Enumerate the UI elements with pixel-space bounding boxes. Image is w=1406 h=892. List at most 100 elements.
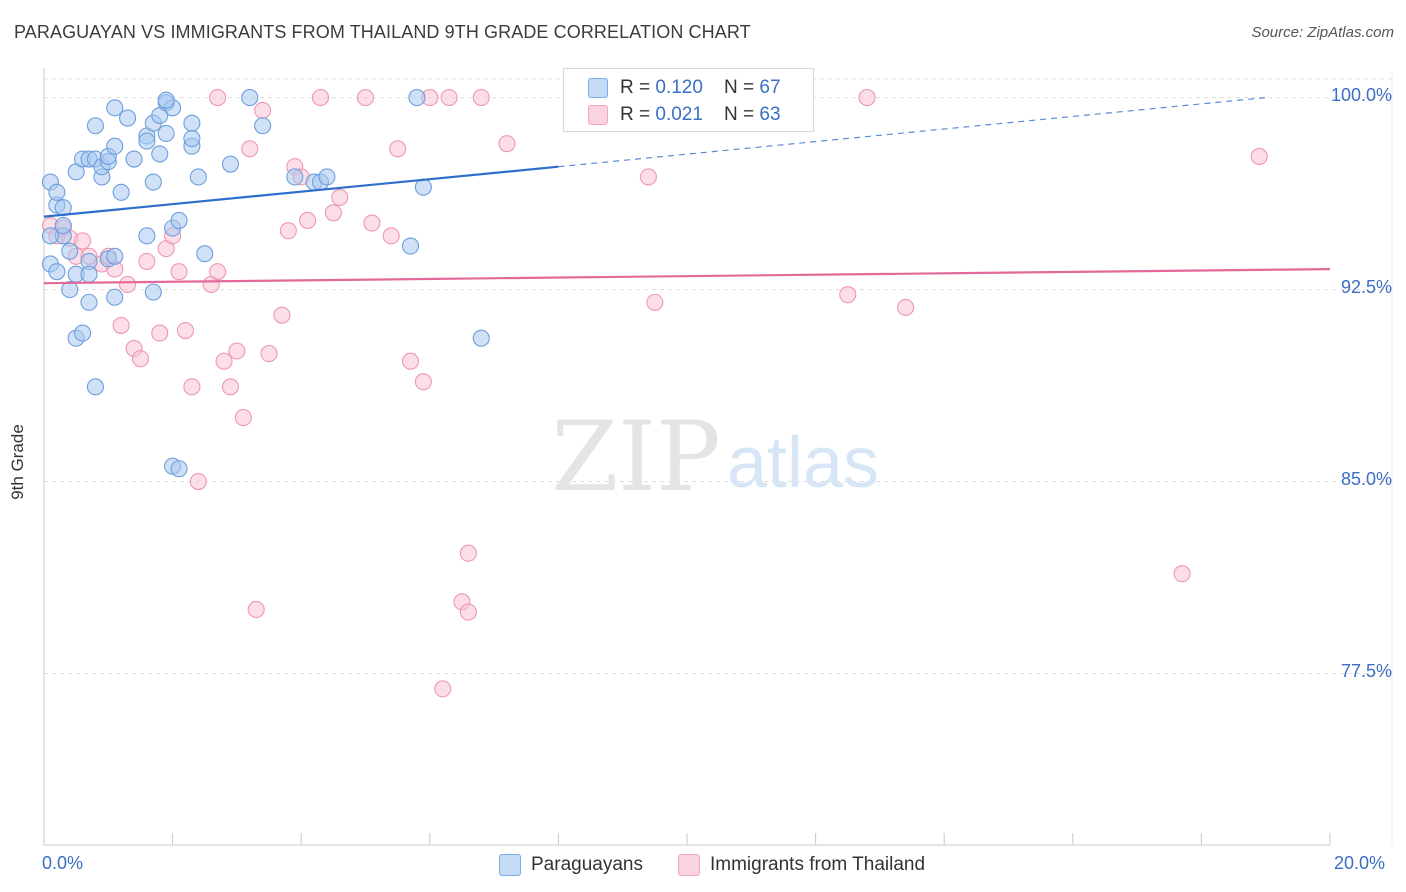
- thailand-point: [472, 89, 490, 107]
- r-label: R =: [620, 104, 656, 125]
- paraguayan-point: [144, 283, 162, 301]
- trend-lines: [43, 96, 1331, 285]
- paraguayan-point: [254, 117, 272, 135]
- thailand-point: [228, 342, 246, 360]
- thailand-point: [897, 298, 915, 317]
- thailand-point: [356, 89, 375, 107]
- paraguayans-trend-line: [43, 165, 559, 218]
- n-label: N =: [724, 104, 760, 125]
- thailand-point: [119, 275, 137, 293]
- thailand-point: [247, 600, 265, 619]
- thailand-point: [434, 680, 452, 698]
- paraguayan-point: [61, 242, 79, 260]
- thailand-point: [254, 101, 272, 119]
- legend-label-paraguayans: Paraguayans: [531, 854, 643, 875]
- y-tick-label: 100.0%: [1330, 84, 1392, 105]
- thailand-point: [639, 168, 657, 186]
- thailand-point: [215, 352, 233, 370]
- thailand-point: [273, 306, 291, 324]
- thailand-point: [131, 350, 149, 368]
- paraguayan-point: [241, 89, 259, 107]
- paraguayan-point: [106, 99, 124, 117]
- y-tick-label: 77.5%: [1340, 660, 1392, 681]
- thailand-point: [183, 378, 201, 396]
- series-legend: Paraguayans Immigrants from Thailand: [0, 852, 1406, 878]
- paraguayan-point: [170, 460, 188, 478]
- thailand-point: [176, 321, 195, 340]
- legend-swatch-blue: [588, 78, 608, 98]
- thailand-point: [189, 472, 207, 491]
- thailand-point: [260, 345, 278, 363]
- paraguayan-point: [408, 89, 426, 107]
- paraguayan-point: [61, 281, 79, 299]
- thailand-point: [1250, 147, 1268, 166]
- chart-title: PARAGUAYAN VS IMMIGRANTS FROM THAILAND 9…: [14, 22, 751, 42]
- watermark-atlas: atlas: [727, 423, 879, 503]
- paraguayan-point: [151, 145, 169, 163]
- paraguayan-point: [106, 288, 124, 306]
- paraguayan-point: [138, 227, 156, 245]
- r-value: 0.120: [655, 77, 703, 98]
- paraguayan-point: [119, 109, 137, 127]
- paraguayan-point: [157, 124, 175, 142]
- legend-swatch-pink: [588, 105, 608, 125]
- thailand-point: [112, 316, 130, 334]
- paraguayan-point: [106, 247, 124, 265]
- paraguayan-point: [189, 168, 207, 186]
- thailand-point: [170, 263, 188, 281]
- paraguayan-point: [106, 137, 124, 155]
- thailand-point: [389, 140, 407, 158]
- thailand-point: [279, 222, 297, 240]
- paraguayan-point: [144, 173, 162, 191]
- y-tick-label: 92.5%: [1340, 276, 1392, 297]
- thailand-point: [311, 89, 330, 107]
- thailand-point: [209, 89, 227, 107]
- thailand-point: [74, 232, 92, 250]
- legend-swatch-blue: [499, 854, 521, 876]
- paraguayan-point: [86, 117, 104, 135]
- series-thailand-points: [41, 89, 1268, 698]
- paraguayan-point: [125, 150, 143, 168]
- thailand-point: [299, 211, 317, 230]
- thailand-point: [382, 227, 400, 245]
- thailand-point: [414, 373, 432, 391]
- paraguayan-point: [112, 183, 130, 201]
- r-value: 0.021: [655, 104, 703, 125]
- thailand-point: [151, 324, 169, 342]
- watermark: ZIP atlas: [551, 401, 879, 513]
- thailand-point: [459, 544, 477, 562]
- stats-legend: R = 0.120 N = 67 R = 0.021 N = 63: [563, 68, 814, 132]
- n-value: 67: [759, 77, 781, 98]
- thailand-point: [363, 214, 381, 232]
- thailand-point: [440, 89, 458, 107]
- thailand-point: [459, 603, 477, 621]
- axes: [43, 68, 1331, 846]
- paraguayan-point: [472, 329, 490, 347]
- n-label: N =: [724, 77, 760, 98]
- thailand-point: [839, 286, 857, 304]
- thailand-point: [241, 140, 259, 158]
- legend-swatch-pink: [678, 854, 700, 876]
- paraguayan-point: [74, 324, 92, 342]
- thailand-point: [138, 252, 156, 270]
- paraguayan-point: [54, 217, 72, 235]
- legend-label-thailand: Immigrants from Thailand: [710, 854, 926, 875]
- paraguayan-point: [80, 265, 98, 283]
- thailand-point: [646, 293, 664, 311]
- paraguayan-point: [401, 237, 420, 255]
- y-tick-label: 85.0%: [1340, 468, 1392, 489]
- thailand-point: [498, 135, 516, 153]
- paraguayan-point: [80, 293, 98, 311]
- paraguayan-point: [48, 183, 66, 201]
- paraguayan-point: [183, 129, 201, 148]
- paraguayan-point: [221, 155, 240, 173]
- thailand-trend-line: [43, 267, 1331, 285]
- x-tick-label: 0.0%: [42, 853, 84, 873]
- thailand-point: [234, 408, 252, 427]
- paraguayan-point: [183, 114, 201, 132]
- paraguayan-point: [318, 168, 336, 186]
- paraguayan-point: [414, 178, 432, 196]
- paraguayan-point: [196, 245, 214, 263]
- thailand-point: [331, 188, 349, 206]
